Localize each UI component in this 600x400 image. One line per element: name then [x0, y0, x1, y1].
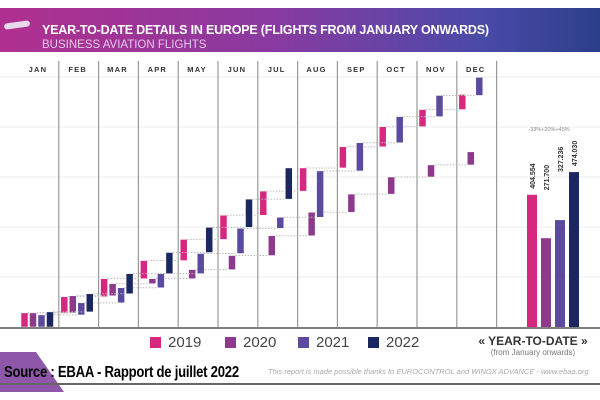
ytd-sublabel: (from January onwards)	[490, 348, 576, 357]
month-label-oct: OCT	[386, 65, 405, 74]
bar-2019-sep	[339, 146, 347, 169]
bar-2021-jan	[37, 314, 46, 328]
legend-label: 2019	[168, 334, 202, 351]
bar-2020-apr	[148, 278, 157, 284]
ytd-value-label-2020: 271.700	[544, 165, 551, 190]
bar-2020-nov	[427, 164, 435, 178]
bar-2022-feb	[86, 293, 94, 313]
bar-2020-oct	[387, 176, 395, 195]
bar-2019-apr	[140, 260, 148, 279]
bar-2021-feb	[77, 302, 86, 316]
ytd-label: « YEAR-TO-DATE »	[478, 334, 588, 348]
month-label-aug: AUG	[306, 65, 326, 74]
legend-item-2019: 2019	[150, 334, 201, 351]
legend-swatch	[368, 337, 379, 348]
bar-2020-aug	[307, 211, 316, 236]
legend-swatch	[150, 337, 161, 348]
bar-2021-oct	[395, 116, 404, 144]
bar-2019-aug	[299, 167, 307, 192]
source-text: Source : EBAA - Rapport de juillet 2022	[4, 364, 239, 381]
bar-2020-jan	[29, 312, 37, 328]
bar-2019-nov	[418, 109, 427, 127]
ytd-bar-2021	[555, 220, 565, 327]
bar-2019-dec	[458, 94, 467, 110]
bar-2021-nov	[435, 95, 444, 117]
legend-label: 2021	[316, 334, 350, 351]
legend-swatch	[225, 337, 236, 348]
bar-2021-sep	[356, 142, 364, 172]
bar-2021-dec	[475, 77, 484, 96]
legend-label: 2020	[243, 334, 277, 351]
bar-2022-jan	[46, 311, 54, 328]
month-label-jun: JUN	[228, 65, 247, 74]
month-label-sep: SEP	[347, 65, 366, 74]
bar-2021-mar	[117, 287, 125, 304]
bar-2021-apr	[157, 273, 165, 288]
month-label-mar: MAR	[107, 65, 128, 74]
legend-item-2022: 2022	[368, 334, 419, 351]
bar-2019-mar	[100, 278, 108, 298]
bar-2020-may	[188, 269, 196, 279]
chart-title: YEAR-TO-DATE DETAILS IN EUROPE (FLIGHTS …	[42, 23, 489, 37]
legend-swatch	[298, 337, 309, 348]
month-label-jul: JUL	[268, 65, 286, 74]
month-label-dec: DEC	[466, 65, 485, 74]
month-label-may: MAY	[187, 65, 207, 74]
divider	[0, 383, 600, 385]
bar-2020-sep	[347, 193, 356, 213]
legend-label: 2022	[386, 334, 420, 351]
bar-2020-mar	[108, 283, 117, 297]
bar-2022-apr	[165, 252, 174, 274]
bar-2020-dec	[467, 151, 475, 166]
bar-2022-jul	[285, 167, 293, 200]
header-banner: YEAR-TO-DATE DETAILS IN EUROPE (FLIGHTS …	[0, 8, 600, 52]
bar-2020-feb	[69, 295, 77, 314]
bar-2019-jan	[20, 312, 29, 328]
bar-2021-jul	[276, 217, 285, 229]
month-label-nov: NOV	[426, 65, 446, 74]
bar-2021-jun	[236, 228, 245, 254]
bar-2022-may	[205, 227, 213, 253]
ytd-bar-2020	[541, 238, 551, 327]
bar-2020-jun	[228, 255, 236, 270]
bar-2019-oct	[378, 126, 387, 148]
month-label-jan: JAN	[29, 65, 48, 74]
bar-2021-aug	[316, 170, 324, 218]
month-label-apr: APR	[148, 65, 167, 74]
chart-subtitle: BUSINESS AVIATION FLIGHTS	[42, 39, 207, 51]
legend-item-2020: 2020	[225, 334, 276, 351]
month-label-feb: FEB	[68, 65, 87, 74]
ytd-value-label-2022: 474.030	[572, 141, 579, 166]
bar-2019-jul	[259, 190, 268, 216]
bar-2022-jun	[245, 198, 253, 228]
legend-item-2021: 2021	[298, 334, 349, 351]
ytd-value-label-2021: 327.236	[558, 147, 565, 172]
bar-2020-jul	[268, 235, 276, 256]
ytd-change-label: -33%+20%+45%	[528, 127, 569, 133]
bar-2019-feb	[60, 296, 69, 314]
ytd-bar-2019	[527, 194, 537, 327]
bar-2019-may	[179, 239, 188, 261]
credit-text: This report is made possible thanks to E…	[268, 367, 589, 376]
ytd-value-label-2019: 404.554	[530, 163, 537, 188]
bar-2022-mar	[125, 273, 134, 295]
bar-2021-may	[196, 253, 205, 274]
ytd-bar-2022	[569, 172, 579, 327]
